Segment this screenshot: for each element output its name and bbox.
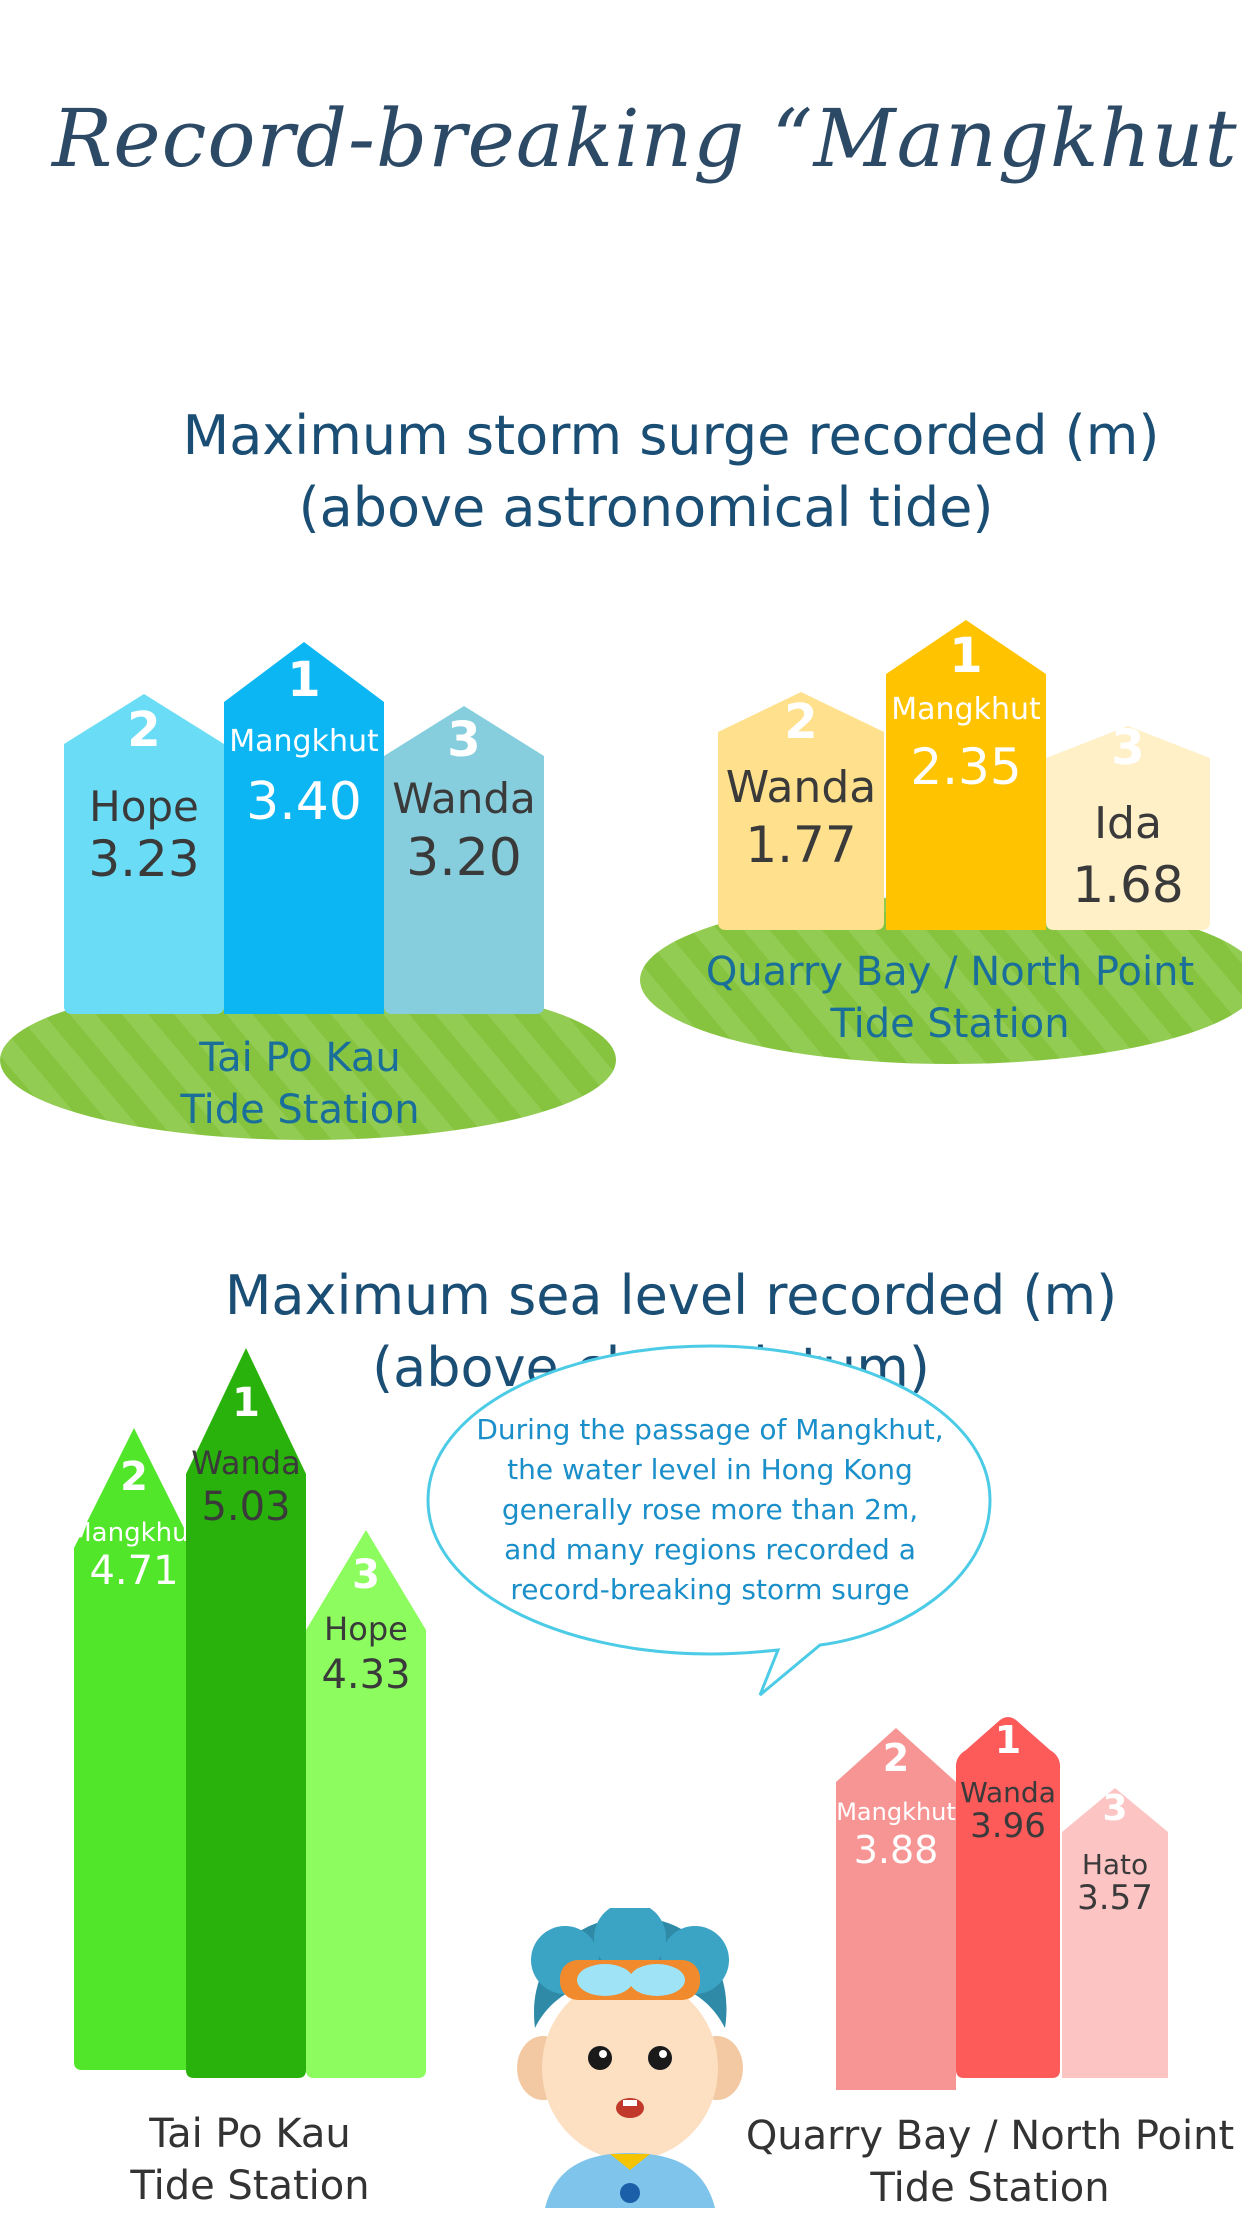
hill-shape bbox=[0, 980, 616, 1140]
typhoon-name: Mangkhut bbox=[229, 724, 379, 759]
surge-qb-bar-mangkhut: 1 Mangkhut 2.35 bbox=[886, 620, 1046, 930]
rank-badge: 2 bbox=[127, 702, 161, 758]
rank-badge: 1 bbox=[994, 1718, 1022, 1762]
surge-qb-bar-ida: 3 Ida 1.68 bbox=[1046, 720, 1210, 930]
bubble-text: During the passage of Mangkhut, the wate… bbox=[430, 1410, 990, 1610]
typhoon-name: Mangkhut bbox=[69, 1518, 199, 1548]
bar-shape bbox=[186, 1348, 306, 2078]
surge-qb-bar-wanda: 2 Wanda 1.77 bbox=[718, 692, 884, 930]
typhoon-value: 1.77 bbox=[745, 816, 857, 874]
bubble-line: and many regions recorded a bbox=[504, 1533, 916, 1566]
surge-tpk-bar-wanda: 3 Wanda 3.20 bbox=[384, 706, 544, 1014]
page-title: Record-breaking “Mangkhut” bbox=[52, 92, 1242, 185]
bar-shape bbox=[1046, 726, 1210, 930]
sea-quarry-bay-group: 2 Mangkhut 3.88 1 Wanda 3.96 3 Hato 3.57… bbox=[740, 1716, 1240, 2211]
rank-badge: 2 bbox=[120, 1454, 148, 1500]
sea-level-heading-line1: Maximum sea level recorded (m) bbox=[224, 1264, 1118, 1327]
station-suffix: Tide Station bbox=[130, 2163, 370, 2209]
typhoon-name: Wanda bbox=[725, 762, 877, 813]
rank-badge: 3 bbox=[447, 712, 481, 768]
typhoon-name: Mangkhut bbox=[891, 692, 1041, 727]
station-suffix: Tide Station bbox=[870, 2165, 1110, 2211]
rank-badge: 1 bbox=[287, 652, 321, 708]
typhoon-value: 3.96 bbox=[970, 1806, 1046, 1846]
typhoon-name: Mangkhut bbox=[836, 1798, 956, 1826]
surge-heading-line2: (above astronomical tide) bbox=[298, 476, 994, 539]
sea-tpk-bar-mangkhut: 2 Mangkhut 4.71 bbox=[69, 1428, 199, 2070]
surge-quarry-bay-group: 2 Wanda 1.77 1 Mangkhut 2.35 3 Ida 1.68 … bbox=[640, 620, 1242, 1080]
sea-qb-bar-wanda: 1 Wanda 3.96 bbox=[956, 1716, 1060, 2078]
station-suffix: Tide Station bbox=[180, 1087, 420, 1133]
typhoon-name: Ida bbox=[1094, 798, 1162, 849]
typhoon-value: 4.71 bbox=[89, 1548, 179, 1594]
typhoon-name: Hope bbox=[324, 1610, 408, 1648]
station-name: Tai Po Kau bbox=[149, 2111, 351, 2157]
surge-tpk-bar-mangkhut: 1 Mangkhut 3.40 bbox=[224, 642, 384, 1014]
speech-bubble bbox=[426, 1344, 992, 1697]
rank-badge: 3 bbox=[1111, 720, 1145, 776]
sea-qb-bar-mangkhut: 2 Mangkhut 3.88 bbox=[836, 1728, 956, 2090]
sea-tpk-bar-wanda: 1 Wanda 5.03 bbox=[186, 1348, 306, 2078]
typhoon-value: 5.03 bbox=[201, 1484, 291, 1530]
rank-badge: 3 bbox=[1102, 1788, 1128, 1829]
bubble-line: During the passage of Mangkhut, bbox=[476, 1413, 944, 1446]
typhoon-value: 2.35 bbox=[910, 738, 1022, 796]
typhoon-value: 3.40 bbox=[246, 772, 362, 832]
station-name: Quarry Bay / North Point bbox=[745, 2113, 1235, 2159]
bar-shape bbox=[956, 1717, 1060, 2078]
station-label: Quarry Bay / North Point Tide Station bbox=[740, 2110, 1240, 2214]
station-name: Tai Po Kau bbox=[199, 1035, 401, 1081]
surge-tai-po-kau-group: 2 Hope 3.23 1 Mangkhut 3.40 3 Wanda 3.20… bbox=[0, 620, 620, 1140]
rank-badge: 2 bbox=[882, 1736, 910, 1780]
rank-badge: 2 bbox=[784, 694, 818, 750]
sea-qb-bar-hato: 3 Hato 3.57 bbox=[1062, 1788, 1168, 2078]
bar-shape bbox=[1062, 1788, 1168, 2078]
typhoon-value: 1.68 bbox=[1072, 856, 1184, 914]
station-suffix: Tide Station bbox=[830, 1001, 1070, 1047]
bar-shape bbox=[836, 1728, 956, 2090]
typhoon-name: Wanda bbox=[392, 774, 536, 823]
bar-shape bbox=[886, 620, 1046, 930]
rank-badge: 1 bbox=[949, 628, 983, 684]
rank-badge: 1 bbox=[232, 1380, 260, 1426]
surge-heading: Maximum storm surge recorded (m) (above … bbox=[0, 400, 1242, 544]
bubble-line: the water level in Hong Kong bbox=[507, 1453, 913, 1486]
sea-tpk-bar-hope: 3 Hope 4.33 bbox=[306, 1530, 426, 2078]
sea-tai-po-kau-group: 2 Mangkhut 4.71 1 Wanda 5.03 3 Hope 4.33… bbox=[60, 1348, 440, 2209]
surge-heading-line1: Maximum storm surge recorded (m) bbox=[182, 404, 1160, 467]
bar-shape bbox=[64, 694, 224, 1014]
typhoon-name: Hope bbox=[89, 782, 199, 831]
typhoon-value: 3.23 bbox=[88, 830, 200, 888]
bar-shape bbox=[718, 692, 884, 930]
typhoon-value: 4.33 bbox=[321, 1652, 411, 1698]
typhoon-value: 3.57 bbox=[1077, 1878, 1153, 1918]
bar-shape bbox=[306, 1530, 426, 2078]
hill-shape bbox=[640, 896, 1242, 1064]
bubble-line: generally rose more than 2m, bbox=[501, 1493, 919, 1526]
typhoon-name: Wanda bbox=[960, 1776, 1056, 1809]
bar-shape bbox=[74, 1428, 194, 2070]
typhoon-name: Hato bbox=[1081, 1848, 1149, 1881]
bar-shape bbox=[384, 706, 544, 1014]
typhoon-name: Wanda bbox=[191, 1444, 301, 1482]
boy-with-goggles-mascot bbox=[517, 1908, 743, 2208]
surge-tpk-bar-hope: 2 Hope 3.23 bbox=[64, 694, 224, 1014]
bubble-line: record-breaking storm surge bbox=[510, 1573, 910, 1606]
bar-shape bbox=[224, 642, 384, 1014]
typhoon-value: 3.20 bbox=[406, 828, 522, 888]
typhoon-value: 3.88 bbox=[853, 1828, 939, 1872]
rank-badge: 3 bbox=[352, 1552, 380, 1598]
station-name: Quarry Bay / North Point bbox=[705, 949, 1195, 995]
station-label: Tai Po Kau Tide Station bbox=[60, 2108, 440, 2212]
station-label: Tai Po Kau Tide Station bbox=[100, 1032, 500, 1136]
station-label: Quarry Bay / North Point Tide Station bbox=[700, 946, 1200, 1050]
